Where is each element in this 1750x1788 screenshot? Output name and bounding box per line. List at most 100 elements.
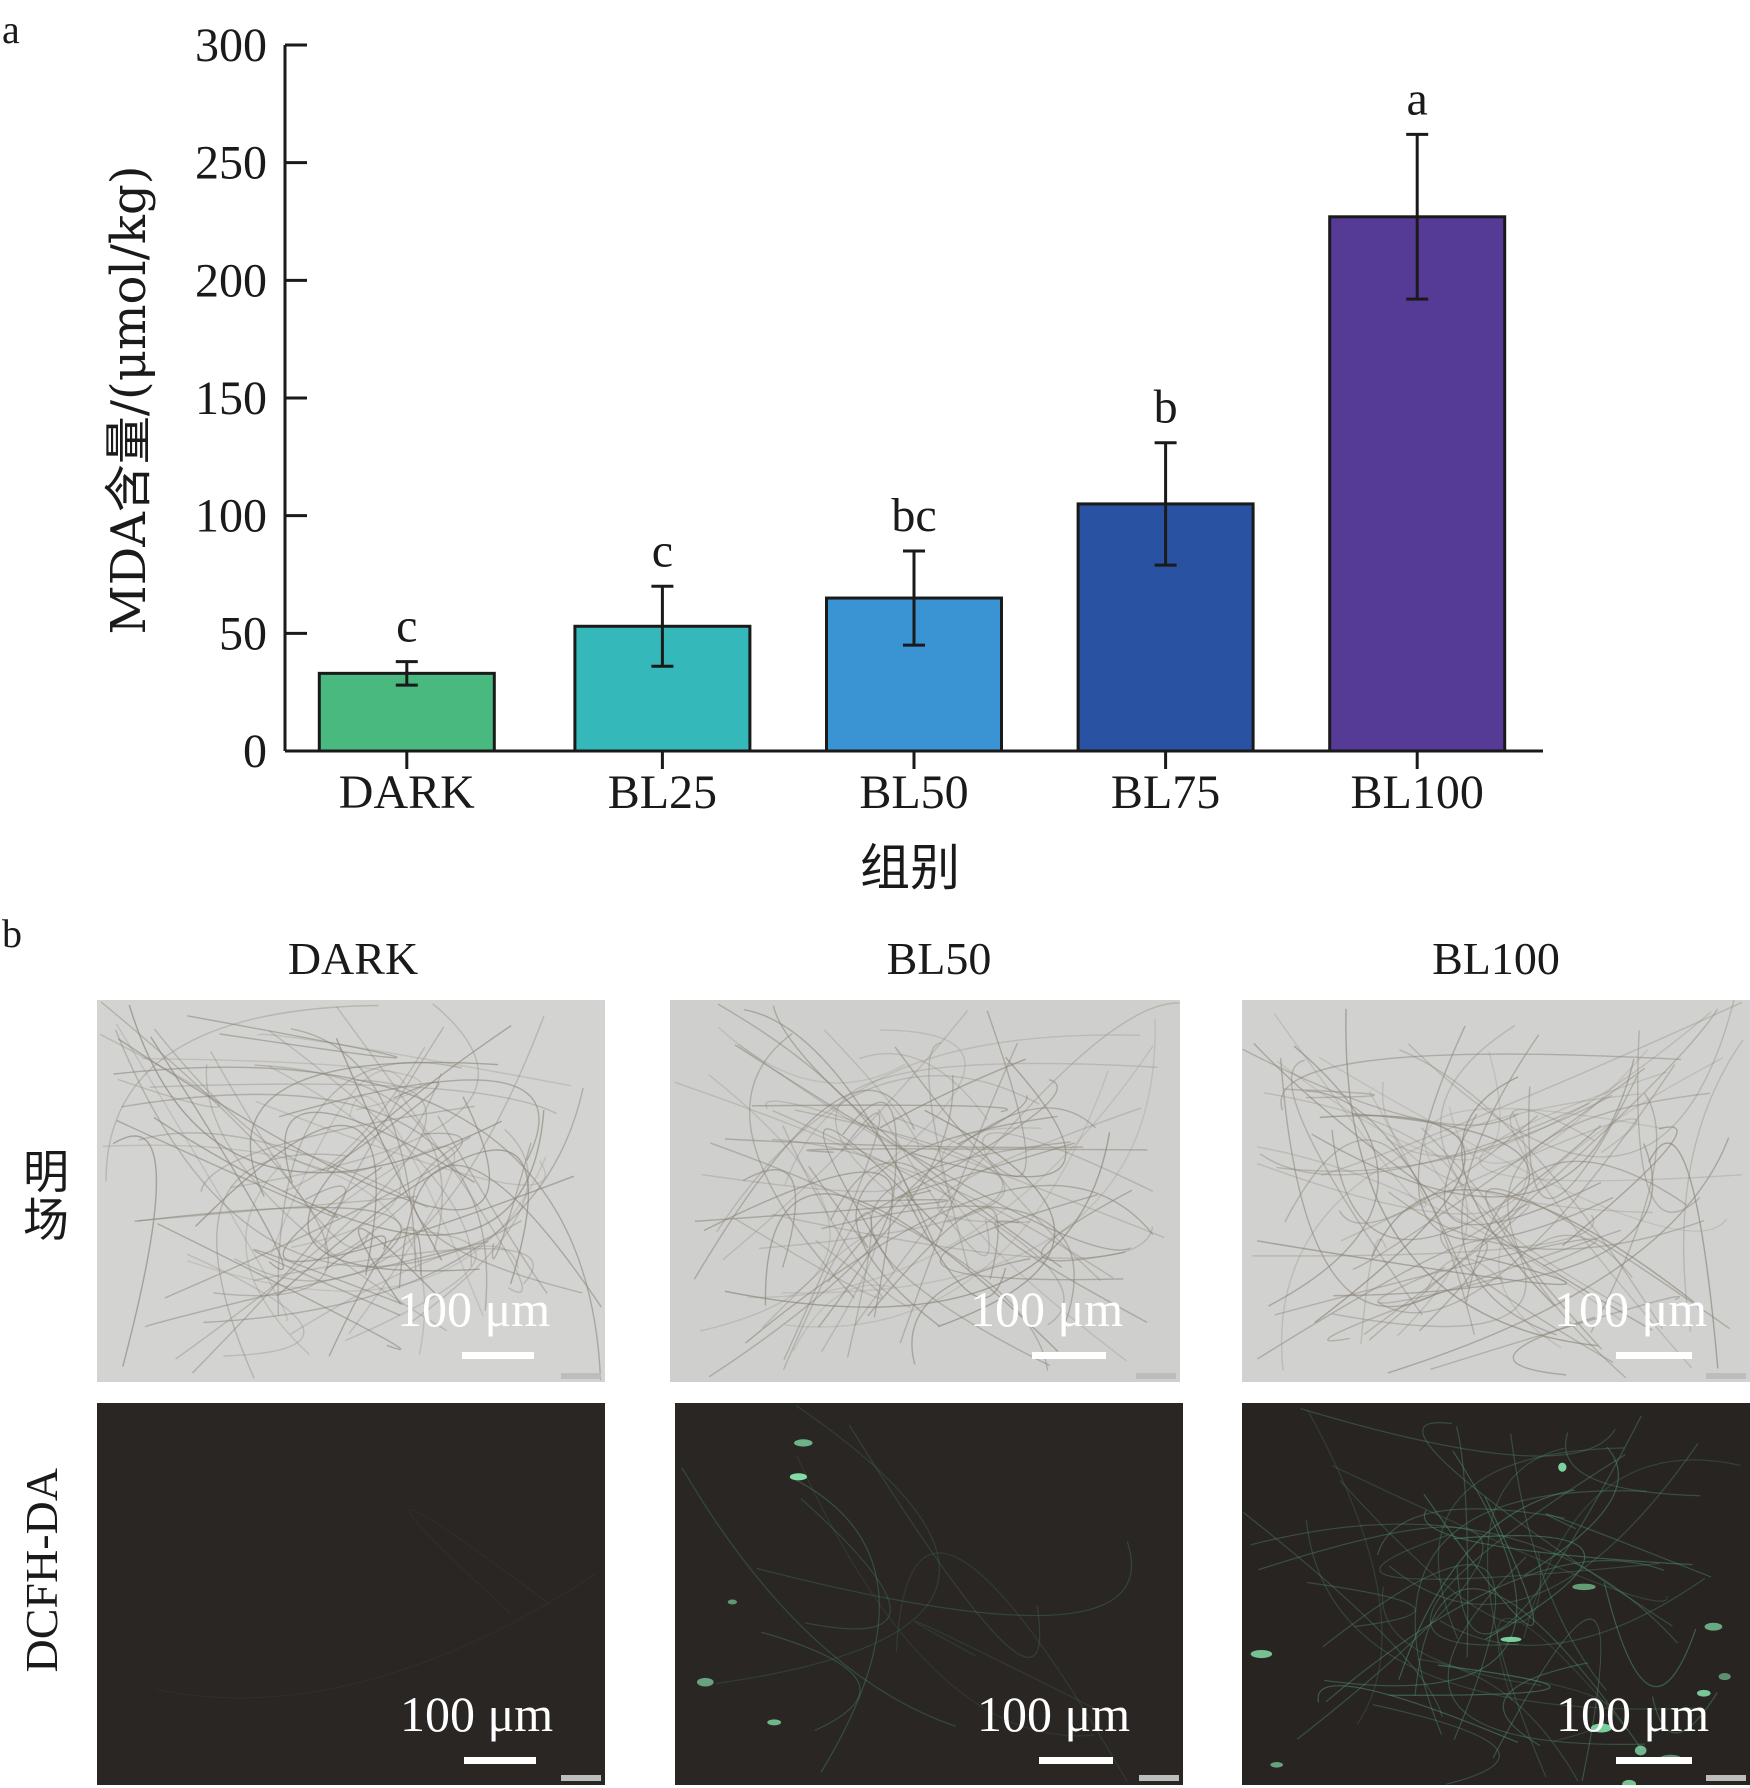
fiber-strand — [879, 1058, 1026, 1129]
fiber-strand — [872, 1029, 966, 1175]
fiber-strand — [1376, 1508, 1565, 1556]
fiber-strand — [1461, 1076, 1555, 1307]
x-tick-label: BL100 — [1351, 766, 1484, 819]
fiber-strand — [1399, 1049, 1663, 1330]
fiber-strand — [324, 1026, 445, 1256]
scale-label: 100 μm — [397, 1281, 551, 1337]
row-label-brightfield: 明场 — [23, 1145, 69, 1248]
fiber-strand — [1437, 1447, 1626, 1640]
fiber-strand — [895, 1552, 1128, 1782]
fiber-strand — [1425, 1257, 1504, 1292]
fiber-strand — [1314, 1114, 1466, 1324]
scale-bar — [1032, 1352, 1106, 1359]
fiber-strand — [796, 1455, 1095, 1737]
fiber-strand — [408, 1509, 549, 1614]
fiber-strand — [1510, 1433, 1607, 1691]
fiber-strand — [1332, 1465, 1668, 1602]
significance-letter: c — [652, 524, 673, 577]
fiber-strand — [822, 1128, 943, 1271]
fiber-strand — [693, 1089, 916, 1280]
fiber-strand — [278, 1079, 540, 1161]
fiber-strand — [681, 1467, 956, 1727]
fiber-strand — [782, 1125, 911, 1309]
fiber-strand — [1388, 1664, 1551, 1696]
fiber-strand — [1682, 1039, 1744, 1332]
fiber-strand — [830, 1161, 957, 1221]
fiber-strand — [276, 1149, 530, 1297]
fiber-strand — [782, 1018, 1156, 1294]
fiber-strand — [1307, 1410, 1383, 1725]
fiber-strand — [257, 1033, 572, 1087]
fiber-strand — [724, 1138, 1084, 1149]
fluorescence-image-bl50: 100 μm — [675, 1403, 1183, 1785]
fiber-strand — [1345, 1008, 1598, 1347]
fiber-strand — [806, 1148, 1148, 1153]
fiber-strand — [216, 1153, 349, 1379]
fiber-strand — [282, 1046, 426, 1193]
fiber-strand — [745, 1184, 1154, 1344]
fiber-strand — [1417, 1025, 1614, 1241]
fluorescent-spot — [727, 1599, 737, 1605]
fluorescent-spot — [789, 1473, 808, 1481]
fiber-strand — [910, 1056, 1067, 1178]
fiber-strand — [128, 1004, 502, 1174]
scale-bar — [1039, 1757, 1113, 1764]
fiber-strand — [114, 1029, 522, 1268]
fiber-strand — [699, 1074, 831, 1332]
fiber-strand — [153, 1028, 442, 1174]
fiber-strand — [743, 1008, 935, 1243]
fiber-strand — [1498, 1057, 1724, 1349]
column-title-bl50: BL50 — [886, 933, 992, 984]
fiber-strand — [117, 1038, 491, 1211]
fiber-strand — [1257, 1146, 1623, 1322]
fiber-strand — [1502, 1662, 1589, 1747]
fiber-strand — [957, 1095, 1028, 1145]
fluorescent-spot — [1572, 1583, 1596, 1591]
fiber-strand — [1242, 1048, 1519, 1126]
fiber-strand — [1507, 1092, 1710, 1379]
fiber-strand — [1440, 1024, 1627, 1309]
fiber-strand — [1561, 1126, 1678, 1247]
fiber-strand — [1423, 1493, 1535, 1626]
fiber-strand — [911, 1258, 1031, 1365]
mini-scale-bar — [561, 1373, 601, 1379]
panel-label-a: a — [2, 7, 20, 52]
mini-scale-bar — [1706, 1775, 1746, 1781]
fiber-strand — [1257, 1240, 1568, 1286]
fiber-strand — [936, 1107, 1142, 1223]
fiber-strand — [772, 1138, 1114, 1279]
fiber-strand — [1339, 1480, 1542, 1624]
x-tick-label: BL25 — [608, 766, 717, 819]
fiber-strand — [1422, 1422, 1673, 1627]
significance-letter: a — [1407, 72, 1428, 125]
fiber-strand — [848, 1424, 1041, 1659]
fiber-strand — [1565, 1432, 1701, 1497]
fiber-strand — [1340, 1118, 1638, 1242]
fiber-strand — [1456, 1415, 1642, 1635]
significance-letter: bc — [891, 489, 936, 542]
fiber-strand — [1352, 1067, 1646, 1270]
mini-scale-bar — [1139, 1775, 1179, 1781]
fiber-strand — [307, 1024, 512, 1272]
fiber-strand — [982, 1132, 1154, 1282]
fiber-strand — [1385, 1011, 1712, 1157]
fiber-strand — [290, 1245, 519, 1335]
fiber-strand — [234, 1015, 545, 1282]
fiber-strand — [747, 1045, 1154, 1299]
fiber-strand — [717, 1026, 906, 1084]
fiber-strand — [491, 1142, 532, 1260]
fiber-strand — [1256, 1240, 1488, 1360]
y-tick-label: 150 — [195, 372, 267, 425]
fiber-strand — [715, 1405, 940, 1685]
fiber-strand — [1525, 1677, 1614, 1742]
fiber-strand — [1351, 1112, 1531, 1225]
fiber-strand — [1455, 1426, 1469, 1658]
fiber-strand — [1388, 1191, 1705, 1250]
fiber-strand — [906, 1196, 1007, 1299]
fiber-strand — [1398, 1489, 1575, 1680]
fiber-strand — [1379, 1534, 1660, 1580]
fiber-strand — [1648, 1142, 1719, 1369]
fiber-strand — [1276, 1094, 1613, 1172]
fiber-strand — [187, 1156, 547, 1292]
fiber-strand — [1322, 1564, 1497, 1740]
